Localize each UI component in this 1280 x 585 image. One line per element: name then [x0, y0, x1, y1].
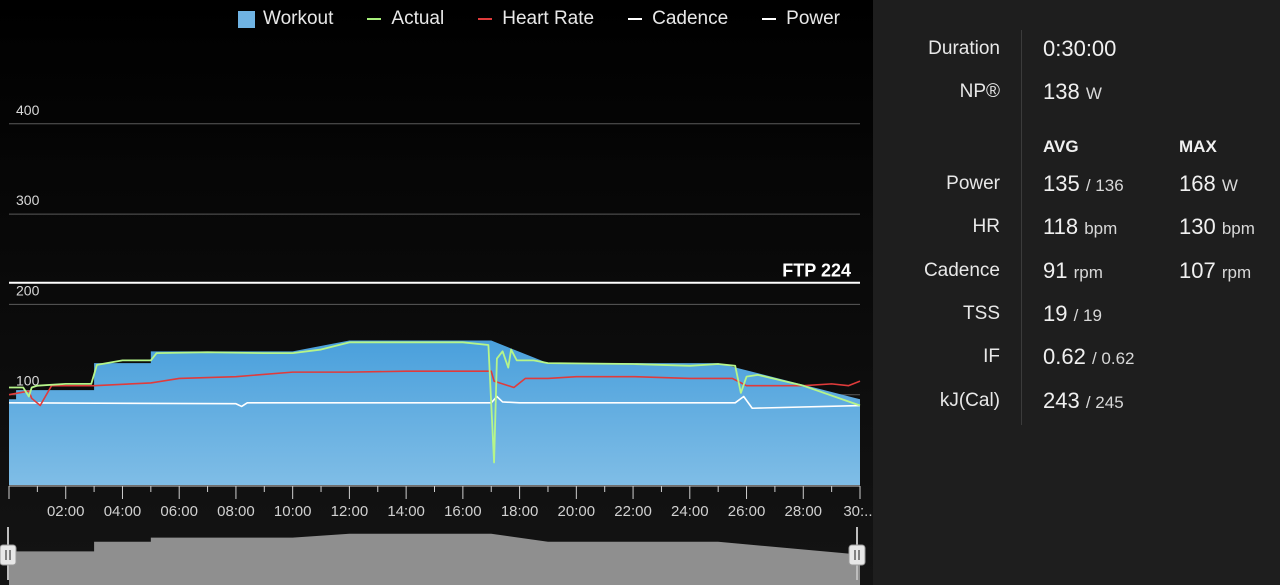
legend-workout[interactable]: Workout — [238, 8, 333, 30]
cadence-max: 107 rpm — [1179, 258, 1251, 284]
x-tick-label: 26:00 — [728, 503, 766, 520]
ftp-label: FTP 224 — [782, 261, 851, 281]
legend-label: Power — [786, 8, 841, 29]
kj-avg: 243 / 245 — [1043, 388, 1124, 414]
cadence-avg: 91 rpm — [1043, 258, 1103, 284]
cadence-label: Cadence — [923, 260, 1000, 281]
duration-label: Duration — [928, 38, 1000, 59]
x-tick-label: 28:00 — [784, 503, 822, 520]
y-tick-label: 200 — [16, 282, 40, 298]
power-swatch-icon — [762, 18, 777, 20]
x-tick-label: 20:00 — [558, 503, 596, 520]
hr-max-unit: bpm — [1221, 219, 1255, 238]
tss-label: TSS — [963, 303, 1000, 324]
legend-label: Actual — [391, 8, 445, 29]
x-tick-label: 24:00 — [671, 503, 709, 520]
if-avg: 0.62 / 0.62 — [1043, 344, 1135, 370]
x-tick-label: 12:00 — [331, 503, 369, 520]
hr-avg-number: 118 — [1043, 214, 1079, 239]
power-avg-number: 135 — [1043, 171, 1080, 196]
max-column-header: MAX — [1179, 137, 1217, 156]
if-label: IF — [983, 346, 1000, 367]
kj-avg-number: 243 — [1043, 388, 1080, 413]
power-label: Power — [946, 173, 1000, 194]
workout-chart: 100 200 300 400 FTP 224 02:00 04:00 06:00 08:00 1… — [0, 102, 873, 585]
legend-label: Cadence — [652, 8, 729, 29]
legend-label: Workout — [263, 8, 334, 29]
x-tick-label: 14:00 — [387, 503, 425, 520]
cadence-avg-unit: rpm — [1073, 263, 1103, 282]
chart-legend: Workout Actual Heart Rate Cadence Power — [238, 8, 840, 30]
power-max: 168 W — [1179, 171, 1238, 197]
x-tick-label: 22:00 — [614, 503, 652, 520]
actual-swatch-icon — [367, 18, 382, 20]
duration-value: 0:30:00 — [1043, 36, 1117, 61]
np-number: 138 — [1043, 79, 1080, 104]
y-tick-label: 300 — [16, 192, 40, 208]
np-unit: W — [1085, 84, 1102, 103]
x-tick-label: 06:00 — [160, 503, 198, 520]
stats-divider — [1021, 30, 1022, 425]
hr-label: HR — [972, 216, 1000, 237]
if-avg-number: 0.62 — [1043, 344, 1086, 369]
avg-column-header: AVG — [1043, 137, 1079, 156]
hr-max: 130 bpm — [1179, 214, 1255, 240]
x-tick-label: 02:00 — [47, 503, 85, 520]
cadence-max-number: 107 — [1179, 258, 1216, 283]
range-end-handle[interactable] — [848, 544, 866, 566]
actual-power-line — [9, 341, 861, 464]
workout-area — [9, 340, 860, 485]
cadence-swatch-icon — [628, 18, 643, 20]
overview-workout-area — [9, 533, 860, 585]
legend-heart-rate[interactable]: Heart Rate — [478, 8, 594, 30]
x-tick-label: 10:00 — [274, 503, 312, 520]
hr-avg: 118 bpm — [1043, 214, 1117, 240]
power-max-unit: W — [1221, 176, 1238, 195]
cadence-max-unit: rpm — [1221, 263, 1252, 282]
kj-label: kJ(Cal) — [939, 390, 1000, 411]
x-tick-label: 18:00 — [501, 503, 539, 520]
workout-chart-panel: 100 200 300 400 FTP 224 02:00 04:00 06:00 08:00 1… — [0, 0, 873, 585]
stats-panel: Duration 0:30:00 NP® 138 W AVG MAX Power… — [873, 0, 1280, 585]
tss-avg-secondary: / 19 — [1073, 306, 1102, 325]
range-start-handle[interactable] — [0, 544, 17, 566]
np-value: 138 W — [1043, 79, 1102, 105]
heart-rate-swatch-icon — [478, 18, 493, 20]
x-tick-label: 30:... — [843, 503, 873, 520]
y-tick-label: 100 — [16, 373, 40, 389]
power-max-number: 168 — [1179, 171, 1216, 196]
hr-max-number: 130 — [1179, 214, 1216, 239]
kj-avg-secondary: / 245 — [1085, 393, 1124, 412]
if-avg-secondary: / 0.62 — [1091, 349, 1135, 368]
hr-avg-unit: bpm — [1084, 219, 1118, 238]
legend-cadence[interactable]: Cadence — [628, 8, 728, 30]
legend-actual[interactable]: Actual — [367, 8, 444, 30]
cadence-line — [8, 395, 861, 410]
heart-rate-line — [8, 370, 861, 407]
power-avg: 135 / 136 — [1043, 171, 1124, 197]
cadence-avg-number: 91 — [1043, 258, 1068, 283]
power-avg-secondary: / 136 — [1085, 176, 1124, 195]
tss-avg-number: 19 — [1043, 301, 1068, 326]
np-label: NP® — [959, 81, 1000, 102]
workout-swatch-icon — [238, 10, 255, 28]
x-tick-label: 08:00 — [217, 503, 255, 520]
x-tick-label: 04:00 — [104, 503, 142, 520]
y-tick-label: 400 — [16, 102, 40, 118]
legend-label: Heart Rate — [502, 8, 595, 29]
legend-power[interactable]: Power — [762, 8, 840, 30]
tss-avg: 19 / 19 — [1043, 301, 1102, 327]
x-tick-label: 16:00 — [444, 503, 482, 520]
